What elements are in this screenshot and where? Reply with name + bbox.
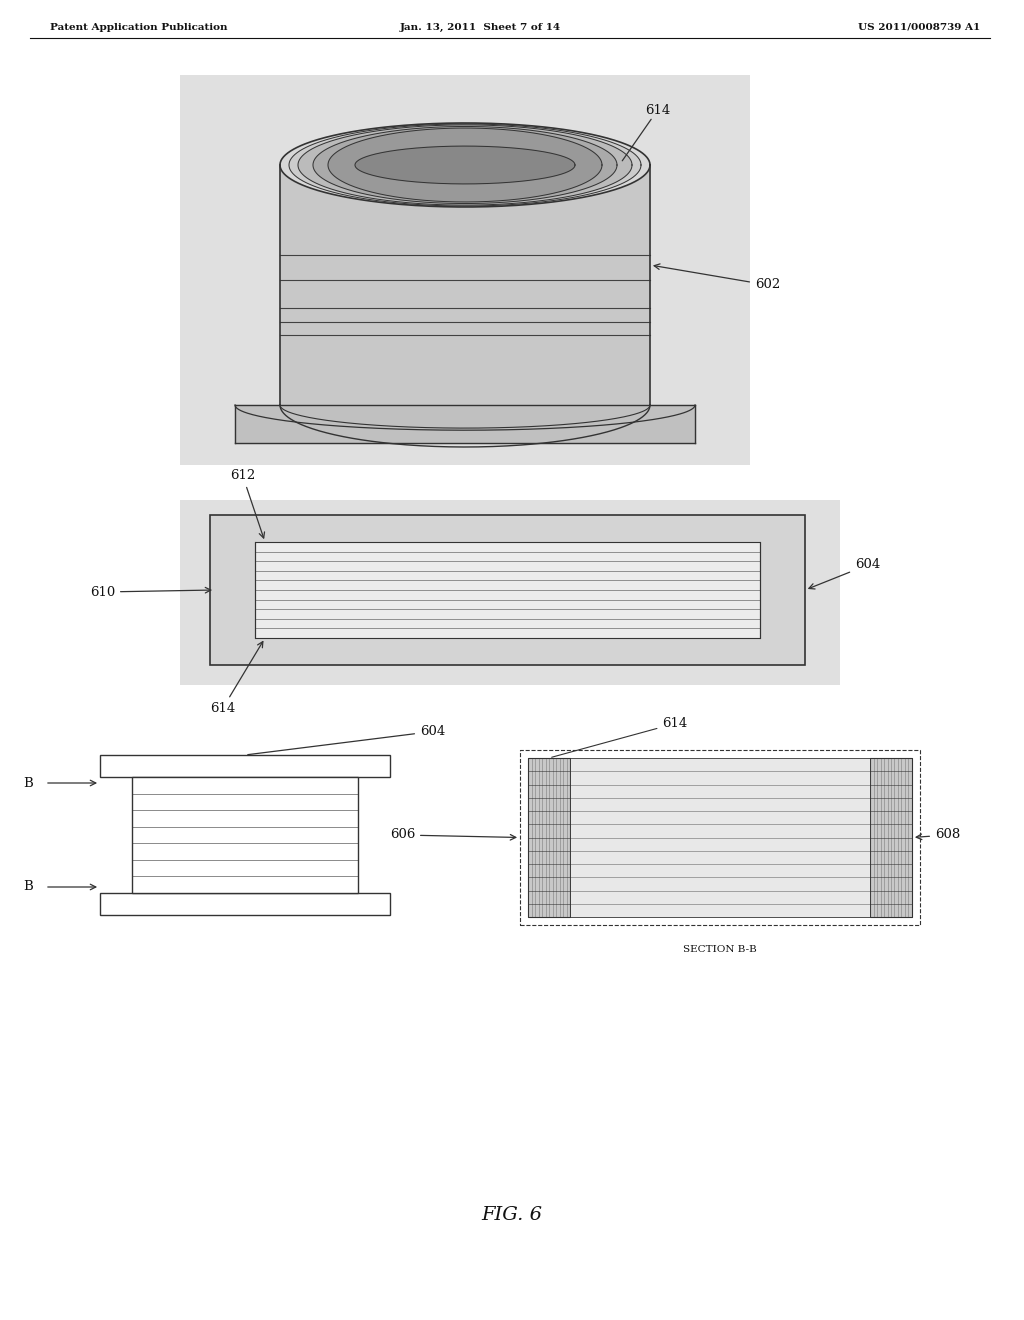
FancyBboxPatch shape [528,758,570,917]
FancyBboxPatch shape [210,515,805,665]
Text: 612: 612 [230,469,264,539]
Text: US 2011/0008739 A1: US 2011/0008739 A1 [858,22,980,32]
Text: FIG. 6: FIG. 6 [481,1206,543,1224]
FancyBboxPatch shape [870,758,912,917]
Text: 604: 604 [248,725,445,755]
Text: B: B [24,880,33,894]
Text: 614: 614 [552,717,688,758]
Text: 610: 610 [90,586,211,598]
Polygon shape [280,123,650,207]
FancyBboxPatch shape [100,894,390,915]
Polygon shape [355,147,575,183]
FancyBboxPatch shape [132,777,358,894]
Text: SECTION B-B: SECTION B-B [683,945,757,954]
Text: Jan. 13, 2011  Sheet 7 of 14: Jan. 13, 2011 Sheet 7 of 14 [399,22,560,32]
Polygon shape [313,127,617,203]
Polygon shape [328,128,602,202]
Text: 606: 606 [389,829,516,842]
Polygon shape [298,125,632,205]
FancyBboxPatch shape [180,75,750,465]
Text: 604: 604 [809,558,881,589]
FancyBboxPatch shape [280,165,650,405]
FancyBboxPatch shape [520,750,920,925]
Text: 602: 602 [654,264,780,292]
Text: 614: 614 [623,103,671,161]
Text: 608: 608 [916,829,961,842]
Text: B: B [24,776,33,789]
Text: 614: 614 [210,642,263,715]
FancyBboxPatch shape [100,755,390,777]
FancyBboxPatch shape [255,543,760,638]
Polygon shape [289,124,641,206]
Text: Patent Application Publication: Patent Application Publication [50,22,227,32]
FancyBboxPatch shape [180,500,840,685]
FancyBboxPatch shape [570,758,870,917]
